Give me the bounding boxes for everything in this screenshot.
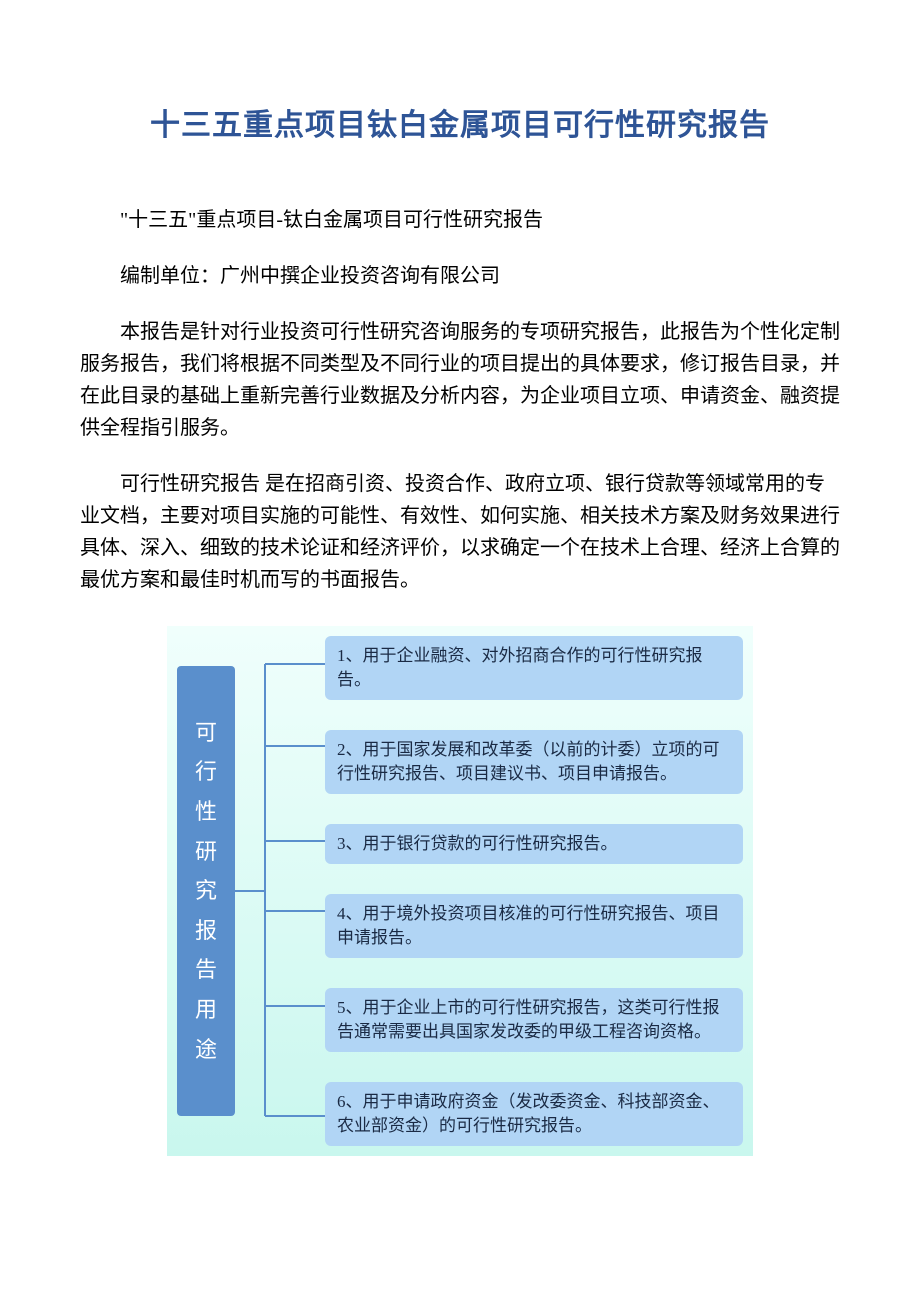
left-label-char: 报 <box>195 911 217 951</box>
use-box-3: 3、用于银行贷款的可行性研究报告。 <box>325 824 743 864</box>
left-label-char: 途 <box>195 1030 217 1070</box>
left-label-char: 用 <box>195 990 217 1030</box>
use-box-6: 6、用于申请政府资金（发改委资金、科技部资金、农业部资金）的可行性研究报告。 <box>325 1082 743 1146</box>
document-title: 十三五重点项目钛白金属项目可行性研究报告 <box>80 100 840 144</box>
paragraph-intro-1: 本报告是针对行业投资可行性研究咨询服务的专项研究报告，此报告为个性化定制服务报告… <box>80 316 840 444</box>
left-label-char: 可 <box>195 713 217 753</box>
uses-diagram: 可行性研究报告用途 1、用于企业融资、对外招商合作的可行性研究报告。 2、用于国家… <box>167 626 753 1156</box>
use-box-5: 5、用于企业上市的可行性研究报告，这类可行性报告通常需要出具国家发改委的甲级工程… <box>325 988 743 1052</box>
left-label-char: 告 <box>195 950 217 990</box>
left-label-char: 性 <box>195 792 217 832</box>
diagram-left-label: 可行性研究报告用途 <box>177 666 235 1116</box>
diagram-boxes: 1、用于企业融资、对外招商合作的可行性研究报告。 2、用于国家发展和改革委（以前的… <box>325 636 743 1146</box>
left-label-char: 研 <box>195 832 217 872</box>
paragraph-intro-2: 可行性研究报告 是在招商引资、投资合作、政府立项、银行贷款等领域常用的专业文档，… <box>80 468 840 596</box>
paragraph-subtitle: "十三五"重点项目-钛白金属项目可行性研究报告 <box>80 204 840 236</box>
use-box-4: 4、用于境外投资项目核准的可行性研究报告、项目申请报告。 <box>325 894 743 958</box>
diagram-connectors <box>235 636 325 1146</box>
use-box-2: 2、用于国家发展和改革委（以前的计委）立项的可行性研究报告、项目建议书、项目申请… <box>325 730 743 794</box>
left-label-char: 究 <box>195 871 217 911</box>
use-box-1: 1、用于企业融资、对外招商合作的可行性研究报告。 <box>325 636 743 700</box>
left-label-char: 行 <box>195 752 217 792</box>
paragraph-author: 编制单位：广州中撰企业投资咨询有限公司 <box>80 260 840 292</box>
